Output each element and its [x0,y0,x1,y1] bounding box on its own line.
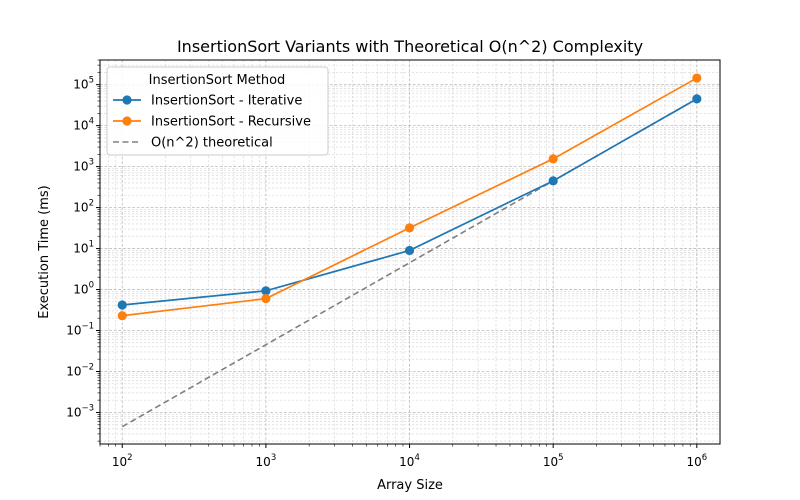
legend-marker [122,95,132,105]
data-point-insertionsort-iterative [404,245,415,256]
y-tick-label: 105 [73,76,94,92]
y-tick-label: 10−1 [66,322,94,338]
chart-title: InsertionSort Variants with Theoretical … [177,37,643,56]
data-point-insertionsort-recursive [692,73,702,83]
data-point-insertionsort-recursive [117,311,127,321]
data-point-insertionsort-iterative [692,94,702,104]
legend-entries: InsertionSort - Iterative InsertionSort -… [113,94,311,151]
x-tick-label: 104 [399,453,420,469]
x-tick-label: 105 [543,453,564,469]
data-point-insertionsort-iterative [261,286,271,296]
x-tick-label: 103 [256,453,277,469]
data-point-insertionsort-iterative [548,176,558,186]
y-tick-label: 10−3 [66,403,94,419]
data-point-insertionsort-iterative [117,300,127,310]
y-axis-label: Execution Time (ms) [37,185,52,318]
y-tick-label: 101 [73,240,94,256]
legend-entry-insertionsort-iterative: InsertionSort - Iterative [113,94,302,109]
data-point-insertionsort-recursive [548,154,558,164]
legend: InsertionSort Method InsertionSort - Ite… [106,66,329,156]
legend-box [106,66,329,156]
legend-label: O(n^2) theoretical [151,136,273,151]
axis-ticks: 102 103 104 105 106 10−3 10−2 10−1 100 101 102 103 1… [66,59,707,469]
series-layer [117,73,702,428]
x-tick-label: 106 [686,453,707,469]
x-tick-label: 102 [112,453,133,469]
y-tick-label: 10−2 [66,362,94,378]
y-tick-label: 104 [73,117,94,133]
legend-entry-insertionsort-recursive: InsertionSort - Recursive [113,115,311,130]
grid [99,59,720,444]
y-tick-label: 103 [73,158,94,174]
legend-entry-o-n-2-theoretical: O(n^2) theoretical [113,136,273,151]
legend-title: InsertionSort Method [149,73,286,88]
legend-label: InsertionSort - Iterative [151,94,302,109]
y-tick-label: 100 [73,281,94,297]
data-point-insertionsort-recursive [261,294,271,304]
x-axis-label: Array Size [377,478,443,493]
legend-label: InsertionSort - Recursive [151,115,311,130]
y-tick-label: 102 [73,199,94,215]
legend-marker [122,116,132,126]
data-point-insertionsort-recursive [404,223,415,233]
